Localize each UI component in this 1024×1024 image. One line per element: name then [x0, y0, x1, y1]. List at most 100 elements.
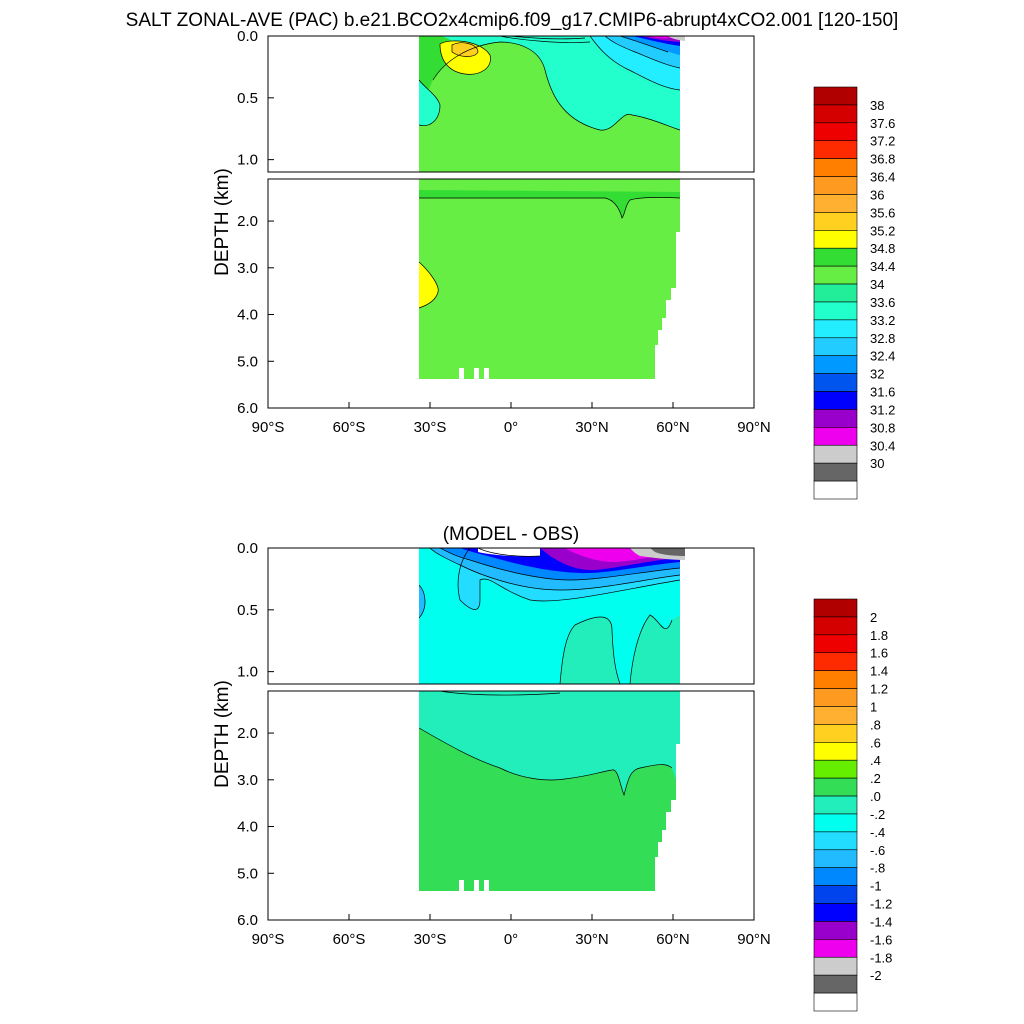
x-tick-label: 60°S	[333, 931, 366, 948]
x-tick-label: 0°	[504, 931, 518, 948]
y-tick-label: 0.0	[237, 28, 258, 45]
colorbar-level-label: -1.4	[870, 914, 892, 929]
panel-salinity-ylabel: DEPTH (km)	[212, 168, 233, 276]
colorbar-swatch	[813, 885, 858, 904]
panel-difference: (MODEL - OBS)	[212, 524, 892, 1012]
colorbar-level-label: -1.2	[870, 897, 892, 912]
deep-field-34.4-34.8	[419, 179, 680, 379]
y-tick-label: 0.5	[237, 90, 258, 107]
colorbar-level-label: 33.6	[870, 295, 895, 310]
colorbar-swatch	[813, 956, 858, 976]
colorbar-level-label: 30.4	[870, 438, 895, 453]
colorbar-level-label: 36	[870, 187, 884, 202]
diff-surface-white	[478, 548, 540, 557]
y-tick-label: 5.0	[237, 865, 258, 882]
colorbar-level-label: -.6	[870, 843, 885, 858]
colorbar-swatch	[813, 104, 858, 124]
colorbar-swatch	[813, 480, 858, 500]
colorbar-level-label: 30.8	[870, 420, 895, 435]
colorbar-level-label: 31.6	[870, 385, 895, 400]
colorbar-level-label: -.4	[870, 825, 885, 840]
colorbar-swatch	[813, 724, 858, 743]
diff-pos-columns	[560, 615, 680, 684]
deep-salty-patch	[419, 262, 439, 308]
colorbar-level-label: 37.2	[870, 134, 895, 149]
x-tick-label: 90°N	[737, 931, 771, 948]
x-tick-label: 60°N	[656, 931, 690, 948]
panel-difference-axes: 90°S 60°S 30°S 0° 30°N 60°N 90°N 0.0 0.5 1.0 2.0 3.…	[237, 540, 771, 948]
colorbar-swatch	[813, 462, 858, 482]
colorbar-swatch	[813, 409, 858, 428]
colorbar-swatch	[813, 194, 858, 213]
colorbar-level-label: -.2	[870, 807, 885, 822]
colorbar-swatch	[813, 813, 858, 833]
colorbar-level-label: -.8	[870, 861, 885, 876]
colorbar-level-label: 34	[870, 277, 884, 292]
y-tick-label: 4.0	[237, 819, 258, 836]
colorbar-swatch	[813, 759, 858, 779]
x-tick-label: 90°N	[737, 419, 771, 436]
colorbar-swatch	[813, 86, 858, 106]
colorbar-level-label: 1.2	[870, 682, 888, 697]
colorbar-level-label: .8	[870, 717, 881, 732]
colorbar-swatch	[813, 319, 858, 339]
contour-lines-lower	[418, 197, 681, 309]
colorbar-level-label: 35.2	[870, 223, 895, 238]
panel-difference-field-lower	[418, 691, 680, 892]
colorbar-level-label: .2	[870, 771, 881, 786]
colorbar-level-label: 32	[870, 367, 884, 382]
colorbar-swatch	[813, 706, 858, 725]
diff-surface-7	[650, 548, 685, 556]
colorbar-level-label: .0	[870, 789, 881, 804]
colorbar-swatch	[813, 795, 858, 815]
y-tick-label: 2.0	[237, 725, 258, 742]
panel-difference-frame-upper	[267, 547, 755, 685]
colorbar-level-label: 35.6	[870, 205, 895, 220]
main-title: SALT ZONAL-AVE (PAC) b.e21.BCO2x4cmip6.f…	[126, 10, 899, 31]
x-tick-label: 60°S	[333, 419, 366, 436]
colorbar-swatch	[813, 634, 858, 654]
colorbar-level-label: 36.4	[870, 170, 895, 185]
colorbar-swatch	[813, 265, 858, 285]
y-tick-label: 6.0	[237, 912, 258, 929]
bottom-topo-notches	[459, 368, 489, 380]
panel-salinity-field-lower	[418, 179, 681, 380]
x-tick-label: 90°S	[252, 419, 285, 436]
y-tick-label: 6.0	[237, 400, 258, 417]
colorbar-swatch	[813, 337, 858, 356]
colorbar-swatch	[813, 122, 858, 142]
colorbar-swatch	[813, 355, 858, 374]
panel-salinity-colorbar: 38 37.6 37.2 36.8 36.4 36 35.6 35.2 34.8 34.4 34 33…	[813, 86, 895, 500]
colorbar-level-label: 38	[870, 98, 884, 113]
colorbar-level-label: -1.8	[870, 950, 892, 965]
y-tick-label: 0.5	[237, 602, 258, 619]
panel-difference-field-upper	[418, 548, 685, 684]
colorbar-swatch	[813, 652, 858, 671]
colorbar-swatch	[813, 176, 858, 195]
y-tick-label: 3.0	[237, 260, 258, 277]
panel-difference-title: (MODEL - OBS)	[443, 524, 580, 545]
y-tick-label: 1.0	[237, 152, 258, 169]
contour-lines-upper	[418, 36, 681, 131]
panel-salinity: 90°S 60°S 30°S 0° 30°N 60°N 90°N 0.0 0.5 1.0 2.0 3.…	[212, 28, 895, 500]
contour-33.2-33.6-tongue	[419, 80, 440, 126]
colorbar-level-label: -2	[870, 968, 882, 983]
colorbar-level-label: 1.8	[870, 628, 888, 643]
colorbar-swatch	[813, 212, 858, 231]
colorbar-swatch	[813, 301, 858, 321]
y-tick-label: 0.0	[237, 540, 258, 557]
colorbar-level-label: 36.8	[870, 152, 895, 167]
colorbar-swatch	[813, 670, 858, 689]
colorbar-level-label: 34.8	[870, 241, 895, 256]
colorbar-level-label: 32.8	[870, 331, 895, 346]
colorbar-swatch	[813, 230, 858, 249]
panel-salinity-axes: 90°S 60°S 30°S 0° 30°N 60°N 90°N 0.0 0.5 1.0 2.0 3.…	[237, 28, 771, 436]
colorbar-swatch	[813, 849, 858, 868]
colorbar-swatch	[813, 777, 858, 797]
y-tick-label: 1.0	[237, 664, 258, 681]
x-tick-label: 30°S	[414, 931, 447, 948]
panel-salinity-field-upper	[418, 36, 685, 172]
x-tick-label: 30°N	[575, 931, 609, 948]
colorbar-level-label: .4	[870, 753, 881, 768]
